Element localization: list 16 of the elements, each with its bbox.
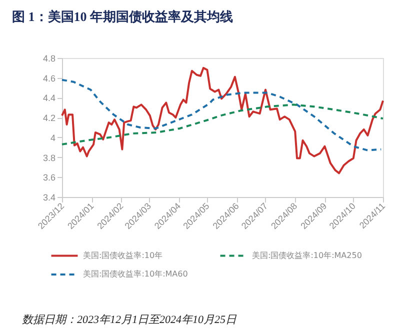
line-series <box>61 78 382 152</box>
y-tick-label: 3.8 <box>42 152 56 163</box>
y-tick-label: 4.6 <box>42 73 56 84</box>
y-tick-label: 3.6 <box>42 172 56 183</box>
chart-title: 图 1：美国10 年期国债收益率及其均线 <box>12 9 233 24</box>
legend-label: 美国:国债收益率:10年:MA250 <box>252 250 362 260</box>
text: 数据日期：2023年12月1日至2024年10月25日 <box>22 314 238 326</box>
legend-label: 美国:国债收益率:10年:MA60 <box>83 270 188 278</box>
line-series <box>61 66 384 174</box>
y-tick-label: 4.8 <box>42 54 56 64</box>
legend-label: 美国:国债收益率:10年 <box>83 250 163 260</box>
y-tick-label: 4.2 <box>42 113 56 124</box>
line-series <box>61 104 384 146</box>
y-tick-label: 4 <box>50 132 56 143</box>
y-tick-label: 3.4 <box>42 192 56 202</box>
y-tick-label: 4.4 <box>42 93 56 104</box>
